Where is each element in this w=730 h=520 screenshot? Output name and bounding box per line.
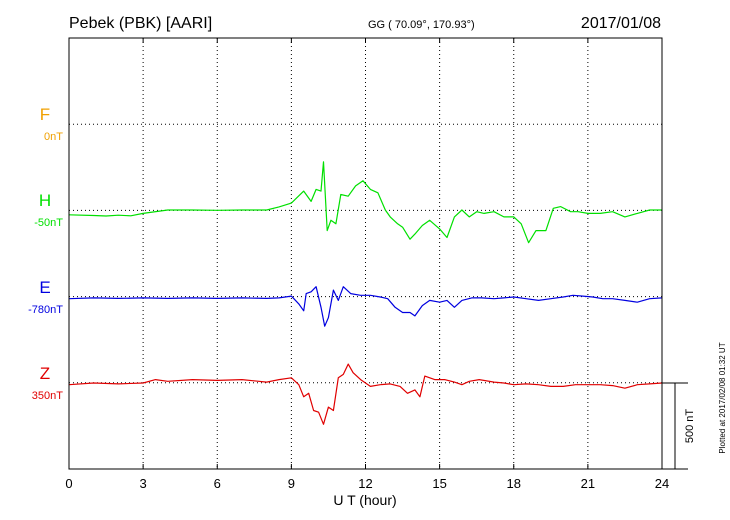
series-group	[68, 161, 663, 425]
series-line-h	[68, 161, 662, 244]
x-tick-label: 24	[655, 476, 669, 491]
station-coordinates: GG ( 70.09°, 170.93°)	[368, 19, 475, 31]
x-tick-label: 3	[140, 476, 147, 491]
series-name-f: F	[40, 105, 50, 124]
series-line-e	[68, 286, 663, 327]
x-tick-label: 12	[358, 476, 372, 491]
chart-date: 2017/01/08	[581, 15, 661, 32]
x-axis: 0 3 6 9 12 15 18 21 24	[65, 38, 669, 491]
x-tick-label: 0	[65, 476, 72, 491]
plotted-timestamp: Plotted at 2017/02/08 01:32 UT	[718, 342, 727, 453]
grid-lines	[69, 38, 662, 469]
series-baseline-e: -780nT	[28, 304, 63, 316]
x-tick-label: 6	[214, 476, 221, 491]
x-axis-label: U T (hour)	[333, 492, 396, 508]
series-name-h: H	[39, 191, 51, 210]
series-line-z	[68, 363, 663, 425]
series-baseline-h: -50nT	[34, 217, 63, 229]
x-tick-label: 21	[581, 476, 595, 491]
x-tick-label: 9	[288, 476, 295, 491]
scale-bar-label: 500 nT	[684, 409, 696, 444]
x-tick-label: 15	[432, 476, 446, 491]
series-baseline-f: 0nT	[44, 131, 63, 143]
chart-title: Pebek (PBK) [AARI]	[69, 15, 212, 32]
series-labels: F 0nT H -50nT E -780nT Z 350nT	[28, 105, 63, 402]
series-name-z: Z	[40, 364, 50, 383]
x-tick-label: 18	[507, 476, 521, 491]
series-name-e: E	[39, 278, 50, 297]
series-baseline-z: 350nT	[32, 390, 63, 402]
scale-bar: 500 nT	[662, 382, 696, 470]
